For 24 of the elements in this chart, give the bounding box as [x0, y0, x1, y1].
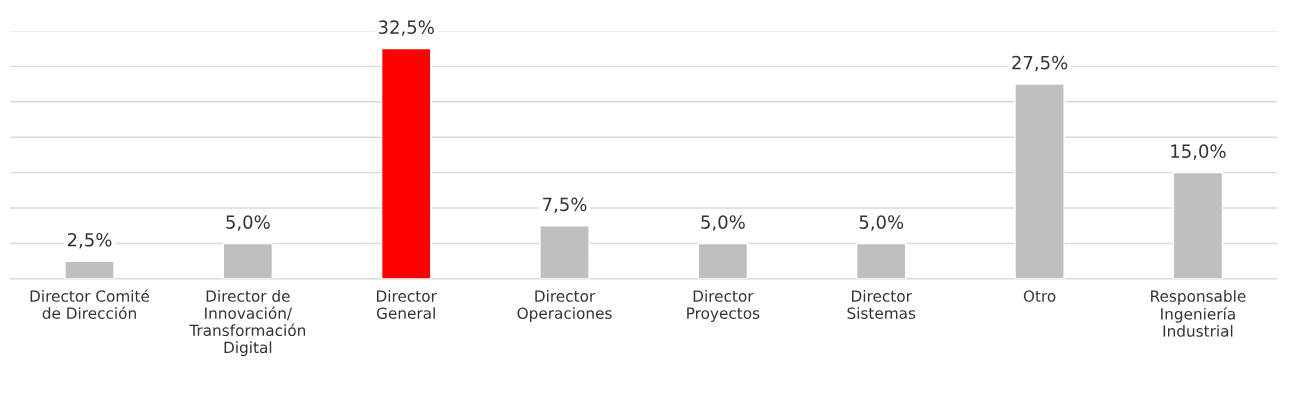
data-label: 32,5%: [378, 20, 434, 36]
x-tick-label: Director Sistemas: [847, 290, 916, 319]
bar: [855, 242, 907, 279]
bar: [539, 225, 590, 279]
x-tick-label: Director General: [376, 290, 437, 319]
x-tick-label: Director Operaciones: [517, 290, 612, 322]
data-label: 7,5%: [543, 197, 587, 214]
data-label: 5,0%: [701, 215, 745, 231]
data-label: 5,0%: [859, 215, 904, 231]
bar: [697, 242, 749, 279]
bar: [380, 47, 432, 279]
data-label: 5,0%: [226, 215, 270, 231]
data-label: 15,0%: [1171, 144, 1226, 160]
bar: [222, 242, 274, 279]
x-tick-label: Director Proyectos: [687, 290, 760, 322]
bar: [1172, 171, 1224, 279]
data-label: 2,5%: [67, 232, 112, 249]
x-tick-label: Otro: [1023, 290, 1056, 302]
bar: [1014, 83, 1065, 279]
x-tick-label: Responsable Ingeniería Industrial: [1151, 290, 1246, 337]
x-tick-label: Director de Innovación/ Transformación Digital: [189, 290, 306, 357]
bar: [64, 260, 115, 279]
data-label: 27,5%: [1012, 55, 1068, 72]
x-tick-label: Director Comité de Dirección: [30, 289, 150, 319]
